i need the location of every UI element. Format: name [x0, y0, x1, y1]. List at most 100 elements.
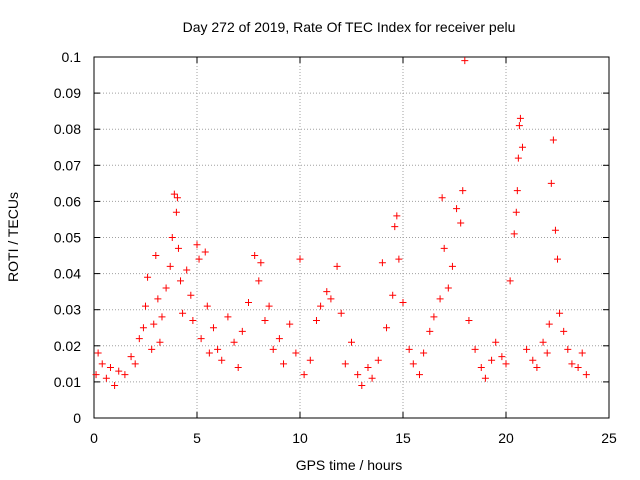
data-point	[471, 345, 479, 353]
data-point	[547, 179, 555, 187]
y-tick-label: 0.07	[54, 157, 81, 173]
data-point	[296, 255, 304, 263]
data-point	[158, 313, 166, 321]
data-point	[453, 205, 461, 213]
data-point	[323, 288, 331, 296]
x-axis-label: GPS time / hours	[296, 457, 403, 473]
data-point	[515, 122, 523, 130]
data-point	[245, 298, 252, 306]
data-point	[177, 277, 185, 285]
data-point	[440, 244, 448, 252]
data-point	[448, 262, 456, 270]
x-tick-label: 20	[498, 430, 514, 446]
data-point	[255, 277, 263, 285]
data-point	[395, 255, 403, 263]
data-point	[438, 194, 446, 202]
data-point	[389, 291, 397, 299]
data-point	[568, 360, 576, 368]
data-point	[578, 349, 586, 357]
data-point	[286, 320, 294, 328]
data-point	[378, 259, 386, 267]
data-point	[529, 356, 537, 364]
data-point	[257, 259, 265, 267]
data-point	[368, 374, 376, 382]
data-point	[193, 241, 201, 249]
data-point	[275, 335, 283, 343]
y-tick-label: 0.1	[62, 49, 82, 65]
data-point	[533, 363, 541, 371]
data-point	[170, 190, 178, 198]
data-point	[300, 371, 308, 379]
tick-layer	[93, 56, 610, 419]
data-point	[574, 363, 582, 371]
data-point	[551, 226, 559, 234]
data-point	[265, 302, 273, 310]
data-point	[312, 317, 320, 325]
data-point	[399, 298, 407, 306]
data-point	[481, 374, 489, 382]
x-tick-label: 10	[292, 430, 308, 446]
data-point	[539, 338, 547, 346]
data-point	[152, 252, 160, 260]
data-point	[488, 356, 496, 364]
data-point	[512, 208, 520, 216]
data-point	[131, 360, 139, 368]
data-point	[94, 349, 102, 357]
data-point	[354, 371, 362, 379]
data-point	[459, 187, 467, 195]
data-point	[179, 309, 187, 317]
y-tick-label: 0.06	[54, 193, 81, 209]
data-point	[341, 360, 349, 368]
data-point	[498, 353, 506, 361]
data-point	[436, 295, 444, 303]
data-point	[98, 360, 106, 368]
y-tick-label: 0	[73, 410, 81, 426]
data-point	[545, 320, 553, 328]
data-point	[92, 371, 100, 379]
data-point	[156, 338, 164, 346]
data-point	[317, 302, 325, 310]
data-point	[218, 356, 226, 364]
data-point	[106, 363, 114, 371]
data-point	[187, 291, 195, 299]
data-point	[426, 327, 434, 335]
grid-layer	[94, 57, 609, 418]
data-point	[405, 345, 413, 353]
data-point	[172, 208, 180, 216]
data-point	[121, 371, 129, 379]
data-point	[523, 345, 531, 353]
data-point	[337, 309, 345, 317]
data-point	[230, 338, 238, 346]
data-point	[457, 219, 465, 227]
y-tick-label: 0.03	[54, 302, 81, 318]
data-point	[461, 57, 469, 65]
data-point	[415, 371, 423, 379]
data-point	[135, 335, 143, 343]
data-point	[348, 338, 355, 346]
data-point	[358, 382, 366, 390]
data-point	[492, 338, 500, 346]
data-point	[543, 349, 551, 357]
data-point	[560, 327, 568, 335]
data-point	[148, 345, 156, 353]
x-tick-label: 15	[395, 430, 411, 446]
data-point	[251, 252, 259, 260]
data-point	[261, 317, 269, 325]
chart-title: Day 272 of 2019, Rate Of TEC Index for r…	[183, 19, 516, 35]
data-point	[518, 143, 526, 151]
data-point	[514, 154, 522, 162]
data-point	[203, 302, 211, 310]
data-point	[383, 324, 391, 332]
data-point	[393, 212, 401, 220]
data-point	[420, 349, 428, 357]
data-point	[197, 335, 205, 343]
data-point	[201, 248, 209, 256]
data-point	[183, 266, 191, 274]
data-point	[224, 313, 232, 321]
data-point	[205, 349, 213, 357]
y-tick-label: 0.05	[54, 230, 81, 246]
data-point	[506, 277, 514, 285]
x-tick-label: 5	[193, 430, 201, 446]
y-tick-label: 0.04	[54, 266, 81, 282]
y-tick-label: 0.01	[54, 374, 81, 390]
